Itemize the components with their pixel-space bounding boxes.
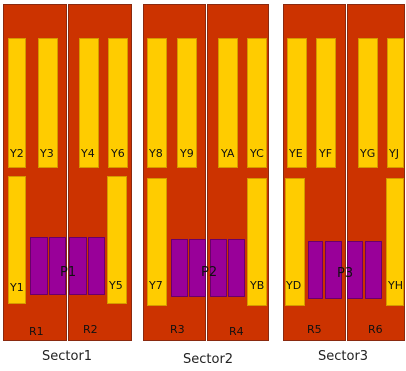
- slot-y5: [107, 176, 127, 304]
- slot-y4: [79, 38, 99, 168]
- sector-label-1: Sector1: [42, 349, 93, 364]
- rack-label-r6: R6: [368, 323, 383, 336]
- slot-yb: [247, 178, 267, 306]
- panel-label-p3: P3: [337, 266, 354, 281]
- panel-label-p1: P1: [60, 265, 77, 280]
- slot-label-yh: YH: [388, 279, 403, 292]
- slot-label-y9: Y9: [180, 147, 194, 160]
- panel-label-p2: P2: [201, 265, 218, 280]
- slot-label-yj: YJ: [389, 147, 399, 160]
- slot-yc: [247, 38, 267, 168]
- rack-label-r2: R2: [83, 323, 98, 336]
- panel-p2-cell-3: [210, 239, 227, 297]
- slot-y3: [38, 38, 58, 168]
- panel-p3-cell-2: [325, 241, 342, 299]
- slot-y9: [177, 38, 197, 168]
- rack-label-r5: R5: [307, 323, 322, 336]
- slot-label-y1: Y1: [10, 281, 24, 294]
- slot-yd: [285, 178, 305, 306]
- slot-y7: [147, 178, 167, 306]
- slot-label-y8: Y8: [149, 147, 163, 160]
- slot-label-y2: Y2: [10, 147, 24, 160]
- rack-label-r3: R3: [170, 323, 185, 336]
- slot-ya: [218, 38, 238, 168]
- panel-p2-cell-2: [189, 239, 206, 297]
- slot-label-y3: Y3: [40, 147, 54, 160]
- panel-p1-cell-1: [30, 237, 48, 295]
- panel-p1-cell-3: [69, 237, 87, 295]
- slot-label-y5: Y5: [109, 279, 123, 292]
- slot-label-yf: YF: [319, 147, 333, 160]
- slot-yf: [316, 38, 336, 168]
- sector-label-3: Sector3: [318, 349, 369, 364]
- slot-y6: [108, 38, 128, 168]
- panel-p3-cell-3: [347, 241, 363, 299]
- slot-label-ya: YA: [221, 147, 235, 160]
- slot-y8: [147, 38, 167, 168]
- slot-label-yb: YB: [250, 279, 265, 292]
- panel-p2-cell-4: [228, 239, 245, 297]
- slot-label-yd: YD: [286, 279, 302, 292]
- panel-p2-cell-1: [171, 239, 188, 297]
- slot-yg: [358, 38, 378, 168]
- panel-p3-cell-1: [308, 241, 323, 299]
- rack-label-r4: R4: [229, 325, 244, 338]
- slot-yh: [386, 178, 404, 306]
- slot-y2: [8, 38, 26, 168]
- panel-p3-cell-4: [365, 241, 382, 299]
- slot-label-yc: YC: [250, 147, 264, 160]
- slot-label-y6: Y6: [111, 147, 125, 160]
- panel-p1-cell-4: [88, 237, 105, 295]
- sector-label-2: Sector2: [183, 352, 234, 367]
- slot-yj: [387, 38, 404, 168]
- slot-label-yg: YG: [360, 147, 376, 160]
- slot-label-y4: Y4: [81, 147, 95, 160]
- slot-label-ye: YE: [289, 147, 303, 160]
- panel-p1-cell-2: [49, 237, 66, 295]
- slot-label-y7: Y7: [149, 279, 163, 292]
- rack-label-r1: R1: [29, 325, 44, 338]
- slot-ye: [287, 38, 307, 168]
- slot-y1: [8, 176, 26, 304]
